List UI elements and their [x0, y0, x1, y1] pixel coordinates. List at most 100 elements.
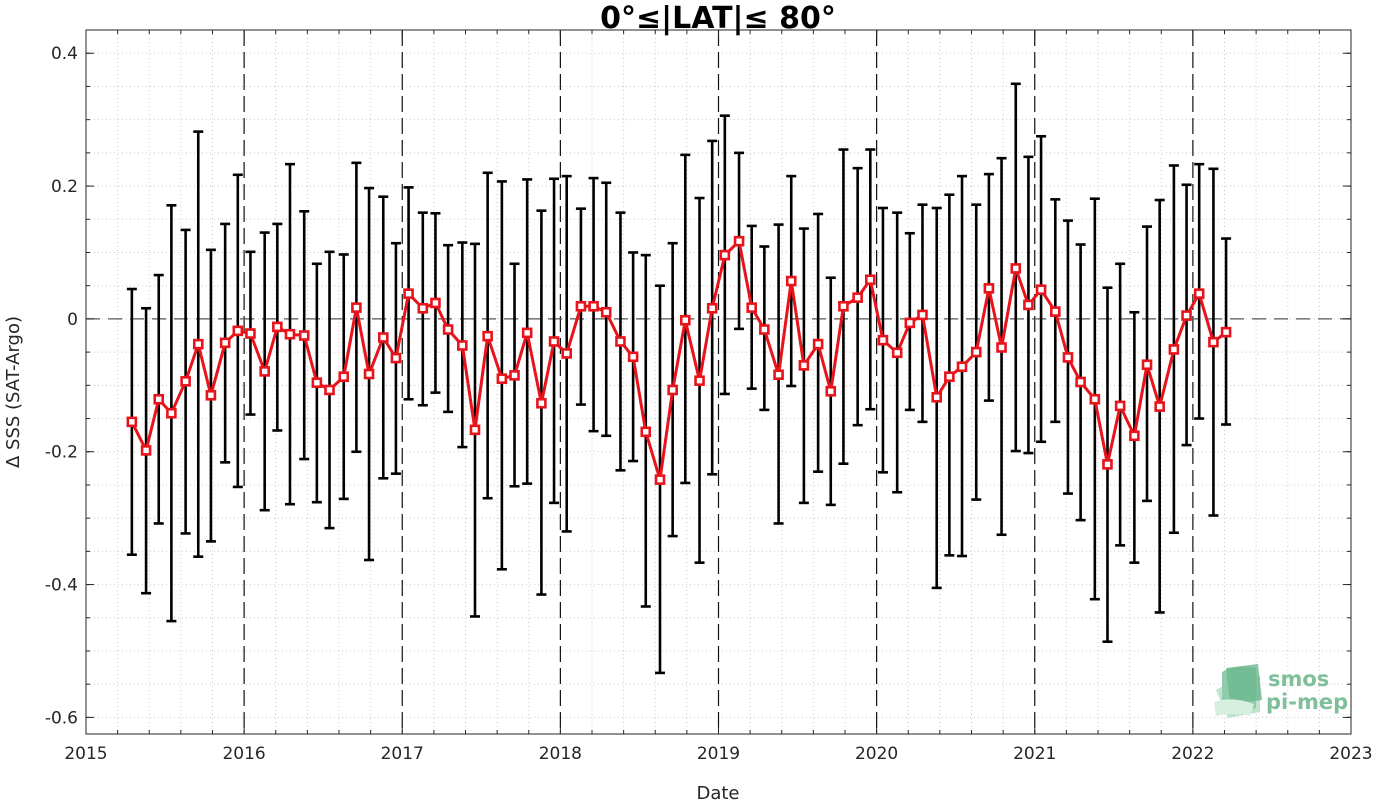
chart-title: 0°≤|LAT|≤ 80° — [600, 1, 836, 36]
x-tick-label: 2022 — [1171, 744, 1214, 764]
data-point — [324, 384, 335, 396]
data-point — [1035, 284, 1047, 295]
data-point — [1129, 430, 1140, 442]
data-point — [838, 300, 849, 312]
data-point — [575, 300, 587, 312]
data-point — [245, 328, 256, 339]
data-point — [719, 249, 731, 261]
data-point — [1075, 376, 1086, 388]
data-point — [1050, 306, 1061, 317]
data-point — [457, 340, 468, 351]
data-point — [1168, 344, 1180, 355]
data-point — [694, 375, 705, 386]
x-tick-label: 2015 — [64, 744, 107, 764]
data-point — [338, 371, 350, 382]
data-point — [363, 368, 375, 380]
y-axis-label: Δ SSS (SAT-Argo) — [3, 316, 24, 468]
data-point — [733, 235, 745, 247]
x-tick-label: 2018 — [539, 744, 582, 764]
data-markers — [126, 235, 1232, 485]
year-divider-lines — [243, 30, 1194, 734]
data-point — [627, 351, 639, 363]
data-point — [496, 373, 508, 384]
data-point — [430, 297, 441, 309]
data-point — [640, 426, 652, 438]
data-point — [588, 300, 599, 312]
y-tick-label: -0.6 — [45, 708, 78, 728]
data-point — [1010, 263, 1022, 274]
data-point — [166, 407, 177, 419]
data-point — [311, 377, 323, 388]
data-point — [983, 283, 995, 294]
data-point — [679, 314, 691, 326]
data-point — [469, 424, 481, 436]
data-point — [1208, 336, 1219, 348]
data-point — [1141, 359, 1153, 371]
data-point — [442, 324, 454, 335]
data-point — [521, 327, 533, 339]
data-point — [825, 385, 837, 397]
data-point — [746, 302, 758, 313]
y-tick-label: 0.2 — [51, 177, 78, 197]
data-point — [417, 302, 429, 314]
x-tick-label: 2020 — [855, 744, 898, 764]
y-tick-label: 0.4 — [51, 44, 78, 64]
data-point — [259, 366, 270, 377]
data-point — [126, 416, 138, 428]
x-tick-label: 2016 — [222, 744, 265, 764]
data-point — [1181, 310, 1192, 321]
data-point — [706, 302, 718, 314]
data-point — [509, 370, 520, 381]
data-point — [377, 332, 389, 343]
data-point — [944, 371, 955, 382]
x-tick-label: 2023 — [1329, 744, 1372, 764]
data-point — [996, 342, 1007, 353]
data-point — [667, 384, 678, 396]
data-point — [812, 338, 824, 350]
data-point — [298, 330, 310, 341]
data-point — [917, 309, 928, 321]
data-point — [600, 306, 612, 318]
data-point — [390, 352, 402, 364]
y-tick-label: -0.4 — [45, 576, 78, 596]
data-point — [773, 369, 784, 380]
data-point — [403, 288, 414, 299]
y-tick-label: -0.2 — [45, 443, 78, 463]
data-point — [192, 338, 204, 350]
data-point — [272, 321, 283, 333]
axis-ticks — [85, 30, 1352, 734]
data-point — [1023, 299, 1034, 311]
data-point — [232, 325, 244, 337]
logo-line2: pi-mep — [1266, 690, 1348, 714]
x-tick-label: 2021 — [1013, 744, 1056, 764]
data-point — [654, 474, 666, 485]
data-point — [536, 397, 547, 409]
data-point — [1089, 393, 1101, 405]
data-point — [1114, 400, 1126, 412]
logo-line1: smos — [1268, 667, 1329, 691]
data-point — [891, 347, 903, 359]
data-point — [351, 302, 362, 313]
logo-graphic-icon — [1214, 664, 1262, 718]
data-point — [759, 324, 770, 335]
data-point — [1102, 459, 1113, 470]
data-point — [548, 336, 560, 347]
data-point — [205, 389, 217, 401]
data-point — [561, 348, 573, 359]
data-point — [284, 328, 296, 340]
smos-pi-mep-logo: smos pi-mep — [1214, 664, 1348, 718]
x-axis-label: Date — [696, 783, 739, 801]
data-point — [956, 361, 968, 373]
data-point — [877, 334, 889, 346]
data-point — [904, 317, 916, 329]
data-point — [852, 292, 863, 303]
data-point — [615, 336, 626, 347]
data-point — [140, 445, 152, 456]
y-tick-label: 0 — [67, 310, 78, 330]
data-point — [482, 330, 493, 342]
x-tick-label: 2017 — [381, 744, 424, 764]
data-point — [1154, 401, 1165, 412]
data-point — [1220, 326, 1232, 338]
data-point — [970, 346, 982, 358]
